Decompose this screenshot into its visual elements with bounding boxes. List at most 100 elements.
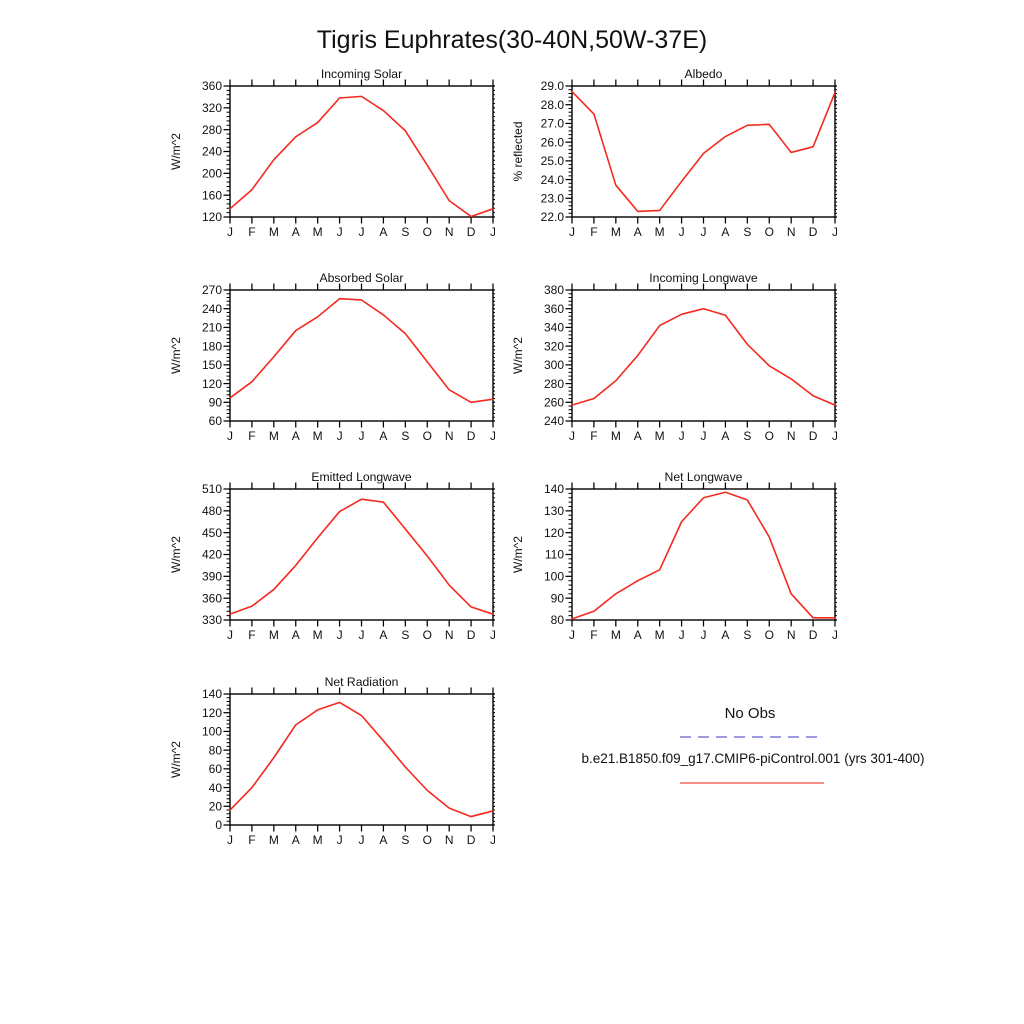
y-axis-label: W/m^2 xyxy=(511,337,525,374)
x-tick-label: O xyxy=(423,833,432,847)
x-tick-label: J xyxy=(832,628,837,642)
x-tick-label: M xyxy=(313,628,323,642)
x-tick-label: M xyxy=(269,833,279,847)
series-line xyxy=(571,90,836,213)
y-axis-label: W/m^2 xyxy=(169,741,183,778)
x-tick-label: F xyxy=(248,628,255,642)
y-tick-label: 320 xyxy=(202,101,222,115)
x-tick-label: M xyxy=(611,225,621,239)
y-tick-label: 80 xyxy=(551,613,565,627)
y-tick-label: 120 xyxy=(202,377,222,391)
x-tick-label: O xyxy=(765,225,774,239)
panel-title: Albedo xyxy=(685,67,723,81)
y-tick-label: 180 xyxy=(202,339,222,353)
x-tick-label: J xyxy=(679,429,685,443)
x-tick-label: J xyxy=(337,833,343,847)
x-tick-label: D xyxy=(467,429,476,443)
y-tick-label: 200 xyxy=(202,167,222,181)
y-tick-label: 390 xyxy=(202,570,222,584)
x-tick-label: M xyxy=(611,628,621,642)
panel-title: Net Longwave xyxy=(665,470,743,484)
y-tick-label: 360 xyxy=(544,302,564,316)
x-tick-label: M xyxy=(655,429,665,443)
chart-panel-incoming-solar: Incoming Solar W/m^2 120 160 200 240 280 320 360… xyxy=(169,67,495,239)
y-tick-label: 28.0 xyxy=(541,98,565,112)
y-tick-label: 80 xyxy=(209,743,223,757)
y-tick-label: 60 xyxy=(209,414,223,428)
x-tick-label: N xyxy=(445,628,454,642)
x-tick-label: D xyxy=(467,225,476,239)
x-tick-label: N xyxy=(787,225,796,239)
x-tick-label: M xyxy=(313,833,323,847)
chart-panel-albedo: Albedo % reflected 22.0 23.0 24.0 25.0 26.0 27.… xyxy=(511,67,837,239)
x-tick-label: A xyxy=(379,225,387,239)
y-tick-label: 150 xyxy=(202,358,222,372)
x-tick-label: S xyxy=(401,833,409,847)
x-tick-label: J xyxy=(569,429,575,443)
y-tick-label: 240 xyxy=(544,414,564,428)
figure-title: Tigris Euphrates(30-40N,50W-37E) xyxy=(316,26,708,54)
y-axis-label: W/m^2 xyxy=(511,536,525,573)
x-tick-label: S xyxy=(743,225,751,239)
y-tick-label: 110 xyxy=(545,548,564,562)
x-tick-label: F xyxy=(590,225,597,239)
x-tick-label: F xyxy=(248,833,255,847)
y-tick-label: 260 xyxy=(544,395,564,409)
y-tick-label: 29.0 xyxy=(541,79,565,93)
series-line xyxy=(571,491,836,620)
y-axis-label: W/m^2 xyxy=(169,536,183,573)
y-tick-label: 240 xyxy=(202,145,222,159)
x-tick-label: A xyxy=(292,833,300,847)
y-tick-label: 360 xyxy=(202,591,222,605)
x-tick-label: J xyxy=(337,628,343,642)
x-tick-label: N xyxy=(445,225,454,239)
plot-frame xyxy=(229,289,494,422)
y-tick-label: 60 xyxy=(209,762,223,776)
x-tick-label: J xyxy=(569,225,575,239)
series-line xyxy=(571,307,836,406)
y-tick-label: 480 xyxy=(202,504,222,518)
x-tick-label: O xyxy=(423,628,432,642)
x-tick-label: O xyxy=(423,429,432,443)
series-line xyxy=(229,95,494,218)
panel-title: Absorbed Solar xyxy=(319,271,403,285)
y-tick-label: 0 xyxy=(215,818,222,832)
x-tick-label: M xyxy=(313,429,323,443)
legend-model-label: b.e21.B1850.f09_g17.CMIP6-piControl.001 … xyxy=(581,751,925,766)
x-tick-label: F xyxy=(590,429,597,443)
x-tick-label: A xyxy=(379,833,387,847)
y-tick-label: 26.0 xyxy=(541,135,565,149)
x-tick-label: J xyxy=(679,628,685,642)
legend-no-obs-label: No Obs xyxy=(724,705,776,722)
panel-title: Incoming Solar xyxy=(321,67,402,81)
x-tick-label: A xyxy=(721,429,729,443)
chart-panel-incoming-longwave: Incoming Longwave W/m^2 240 260 280 300 320 340… xyxy=(511,271,837,443)
x-tick-label: D xyxy=(809,429,818,443)
y-tick-label: 380 xyxy=(544,283,564,297)
series-line xyxy=(229,498,494,615)
x-tick-label: J xyxy=(227,225,233,239)
y-tick-label: 140 xyxy=(202,687,222,701)
x-tick-label: J xyxy=(359,628,365,642)
plot-frame xyxy=(229,693,494,826)
y-tick-label: 450 xyxy=(202,526,222,540)
x-tick-label: S xyxy=(401,225,409,239)
x-tick-label: M xyxy=(655,628,665,642)
series-line xyxy=(229,701,494,818)
x-tick-label: S xyxy=(401,628,409,642)
x-tick-label: J xyxy=(227,628,233,642)
x-tick-label: J xyxy=(227,833,233,847)
x-tick-label: N xyxy=(445,833,454,847)
y-tick-label: 120 xyxy=(202,706,222,720)
y-tick-label: 100 xyxy=(202,725,222,739)
x-tick-label: N xyxy=(787,628,796,642)
x-tick-label: M xyxy=(269,628,279,642)
x-tick-label: J xyxy=(337,429,343,443)
y-axis-label: W/m^2 xyxy=(169,337,183,374)
y-tick-label: 340 xyxy=(544,321,564,335)
chart-panel-emitted-longwave: Emitted Longwave W/m^2 330 360 390 420 450 480 5… xyxy=(169,470,495,642)
x-tick-label: F xyxy=(248,429,255,443)
y-tick-label: 25.0 xyxy=(541,154,565,168)
